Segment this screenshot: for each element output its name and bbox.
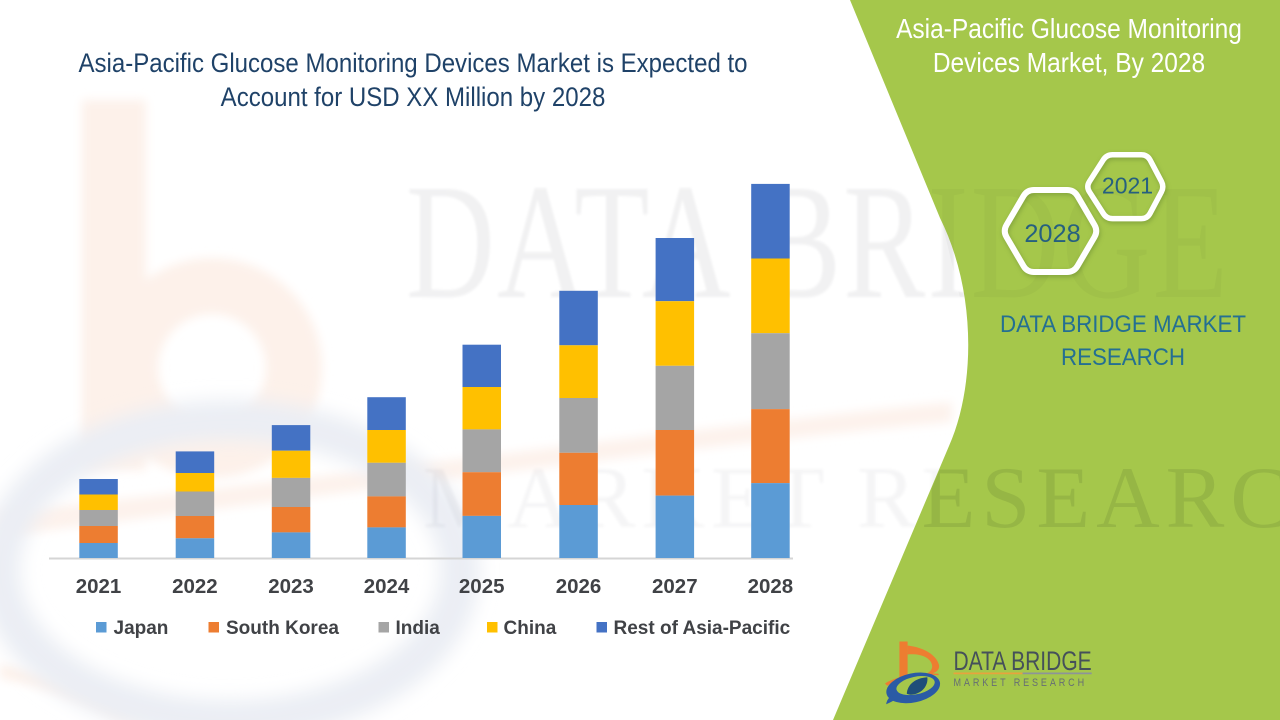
svg-text:2028: 2028 [748,575,794,598]
svg-text:China: China [504,618,557,639]
svg-text:2028: 2028 [1024,220,1080,248]
svg-text:MARKET RESEARCH: MARKET RESEARCH [954,677,1088,689]
svg-text:2022: 2022 [172,575,218,598]
svg-text:2023: 2023 [268,575,314,598]
svg-text:DATA BRIDGE: DATA BRIDGE [954,646,1092,676]
svg-text:2027: 2027 [652,575,698,598]
svg-text:Rest of Asia-Pacific: Rest of Asia-Pacific [614,618,791,639]
svg-text:2024: 2024 [364,575,410,598]
svg-text:Japan: Japan [114,618,169,639]
svg-text:2026: 2026 [556,575,602,598]
svg-text:India: India [396,618,441,639]
svg-text:South Korea: South Korea [226,618,339,639]
svg-text:2021: 2021 [76,575,122,598]
svg-text:2021: 2021 [1102,173,1153,199]
svg-text:2025: 2025 [459,575,505,598]
